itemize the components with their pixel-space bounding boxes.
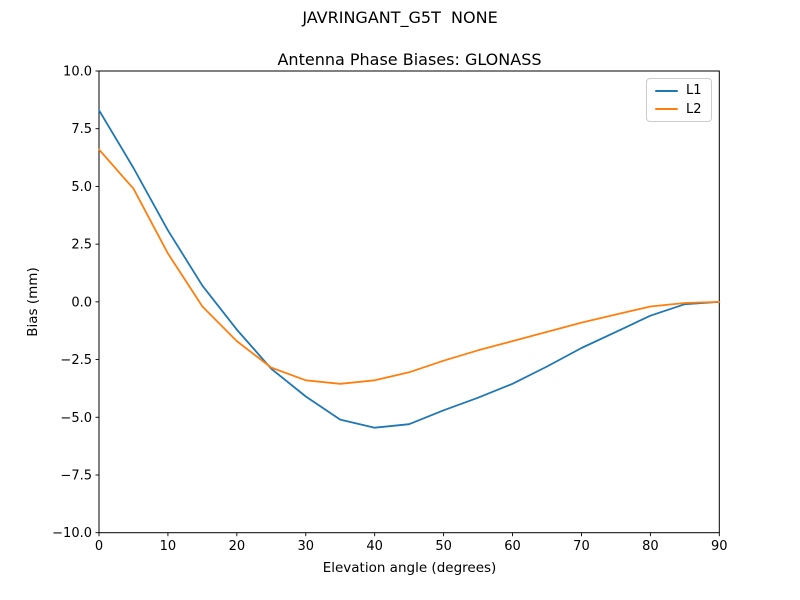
legend-item-l1: L1 — [655, 84, 711, 97]
axes-box — [98, 70, 720, 534]
x-tick-label: 30 — [297, 539, 314, 554]
x-tick-label: 80 — [642, 539, 659, 554]
figure-title: JAVRINGANT_G5T NONE — [302, 8, 498, 27]
legend: L1 L2 — [646, 78, 712, 122]
x-tick-label: 20 — [229, 539, 246, 554]
y-tick-label: −5.0 — [60, 411, 92, 426]
axes-title: Antenna Phase Biases: GLONASS — [277, 50, 542, 69]
y-tick-label: −2.5 — [60, 353, 92, 368]
x-tick-label: 70 — [573, 539, 590, 554]
x-tick-label: 40 — [366, 539, 383, 554]
x-tick-label: 10 — [160, 539, 177, 554]
x-tick-label: 0 — [95, 539, 103, 554]
y-tick-label: 0.0 — [71, 295, 92, 310]
l2-line-swatch — [655, 108, 678, 111]
legend-item-l2: L2 — [655, 103, 711, 116]
y-tick-label: −10.0 — [52, 526, 92, 541]
l1-line-swatch — [655, 89, 678, 92]
y-tick-label: 5.0 — [71, 180, 92, 195]
x-axis-label: Elevation angle (degrees) — [322, 560, 497, 576]
y-tick-label: 7.5 — [71, 122, 92, 137]
x-tick-label: 50 — [435, 539, 452, 554]
legend-label-l2: L2 — [686, 101, 702, 117]
y-tick-label: −7.5 — [60, 468, 92, 483]
legend-label-l1: L1 — [686, 83, 702, 99]
series-line-l2 — [98, 148, 721, 385]
series-line-l1 — [98, 109, 721, 429]
y-axis-label: Bias (mm) — [25, 267, 41, 337]
y-tick-label: 2.5 — [71, 238, 92, 253]
x-tick-label: 60 — [504, 539, 521, 554]
x-tick-label: 90 — [711, 539, 728, 554]
y-tick-label: 10.0 — [63, 65, 92, 80]
